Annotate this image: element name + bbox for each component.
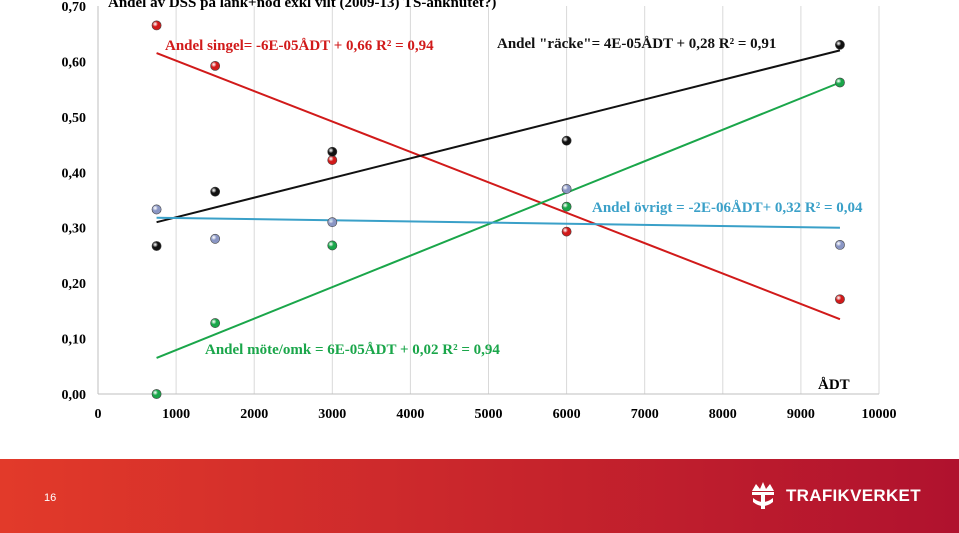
y-tick-label: 0,30: [62, 222, 87, 237]
trend-line: [156, 81, 841, 359]
x-tick-label: 5000: [475, 407, 503, 422]
crown-emblem-icon: [752, 482, 774, 509]
chart-plot: 0,00 0,10 0,20 0,30 0,40 0,50 0,60 0,70 0 1000 200…: [62, 0, 897, 422]
x-tick-label: 0: [95, 407, 102, 422]
x-tick-label: 2000: [240, 407, 268, 422]
y-tick-label: 0,00: [62, 388, 87, 403]
trend-line: [156, 49, 841, 224]
data-point: [151, 20, 162, 31]
data-point: [561, 201, 572, 212]
y-tick-label: 0,50: [62, 111, 87, 126]
data-point: [327, 217, 338, 228]
data-point: [327, 155, 338, 165]
page-number: 16: [44, 492, 57, 504]
data-point: [210, 60, 221, 71]
x-tick-label: 3000: [318, 407, 346, 422]
data-point: [210, 186, 221, 197]
x-tick-label: 6000: [553, 407, 581, 422]
x-tick-label: 9000: [787, 407, 815, 422]
data-point: [327, 240, 338, 251]
x-tick-label: 4000: [396, 407, 424, 422]
x-axis-label: ÅDT: [818, 377, 850, 393]
trend-line: [156, 216, 840, 229]
data-point: [151, 241, 162, 251]
footer-banner: 16 TRAFIKVERKET: [0, 459, 959, 533]
data-point: [210, 233, 221, 244]
data-point: [327, 146, 338, 157]
data-point: [561, 184, 572, 194]
x-tick-label: 10000: [862, 407, 897, 422]
x-tick-label: 8000: [709, 407, 737, 422]
x-tick-label: 1000: [162, 407, 190, 422]
x-tick-label: 7000: [631, 407, 659, 422]
y-tick-label: 0,20: [62, 277, 87, 292]
data-point: [151, 389, 162, 399]
data-point: [561, 135, 572, 146]
equation-mote-omk: Andel möte/omk = 6E-05ÅDT + 0,02 R² = 0,…: [205, 342, 500, 358]
chart-area: 0,00 0,10 0,20 0,30 0,40 0,50 0,60 0,70 0 1000 200…: [62, 0, 897, 422]
equation-ovrigt: Andel övrigt = -2E-06ÅDT+ 0,32 R² = 0,04: [592, 200, 863, 216]
data-point: [835, 294, 845, 305]
equation-racke: Andel "räcke"= 4E-05ÅDT + 0,28 R² = 0,91: [497, 36, 777, 52]
chart-title: Andel av DSS på länk+nod exkl vilt (2009…: [108, 0, 497, 11]
y-tick-label: 0,60: [62, 55, 87, 70]
trafikverket-logo: TRAFIKVERKET: [748, 473, 938, 519]
data-point: [835, 77, 845, 88]
y-tick-label: 0,10: [62, 333, 87, 348]
trend-line: [156, 52, 841, 321]
y-tick-label: 0,70: [62, 0, 87, 15]
data-point: [561, 226, 572, 237]
data-point: [835, 39, 845, 50]
equation-singel: Andel singel= -6E-05ÅDT + 0,66 R² = 0,94: [165, 38, 434, 54]
brand-name: TRAFIKVERKET: [786, 486, 921, 505]
data-point: [210, 318, 221, 328]
data-point: [835, 239, 845, 250]
y-tick-label: 0,40: [62, 166, 87, 181]
data-point: [151, 204, 162, 215]
